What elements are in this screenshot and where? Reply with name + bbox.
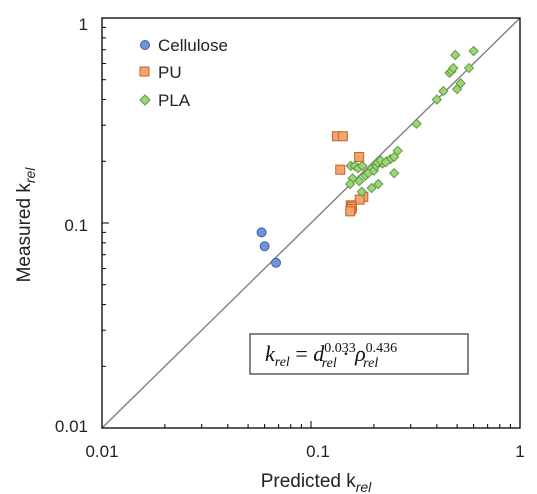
pla-point-24: [388, 167, 400, 179]
cellulose-point-0: [256, 227, 267, 238]
y-axis-title: Measured krel: [14, 167, 38, 283]
pla-point-20: [353, 175, 365, 187]
y-tick-label-0.1: 0.1: [64, 216, 88, 235]
legend: Cellulose PU PLA: [139, 36, 228, 110]
equation-frame: [249, 333, 469, 375]
legend-cellulose-label: Cellulose: [158, 36, 228, 55]
pu-point-2: [335, 164, 346, 175]
plot-area: [101, 17, 521, 429]
pla-point-25: [411, 118, 422, 129]
y-tick-label-0.01: 0.01: [55, 417, 88, 436]
legend-pla-label: PLA: [158, 91, 191, 110]
pu-point-9: [345, 206, 356, 217]
pla-point-34: [463, 62, 475, 74]
pla-point-31: [450, 49, 461, 61]
pla-point-23: [373, 178, 384, 190]
y-tick-labels: 1 0.1 0.01: [55, 15, 88, 436]
x-tick-label-1: 1: [515, 442, 524, 461]
legend-cellulose-marker: [140, 40, 150, 50]
pla-point-14: [392, 145, 403, 157]
pla-point-35: [468, 45, 479, 57]
equation-box: krel = d0.033 rel · ρ0.436 rel: [249, 333, 469, 375]
cellulose-point-1: [259, 241, 270, 252]
pla-point-30: [448, 62, 459, 74]
fit-equation: krel = d0.033 rel · ρ0.436 rel: [265, 341, 397, 371]
plot-frame: [101, 17, 521, 429]
x-axis-title: Predicted krel: [261, 471, 372, 494]
pla-point-26: [431, 94, 443, 105]
cellulose-point-2: [270, 257, 281, 268]
x-tick-label-0.01: 0.01: [85, 442, 118, 461]
x-tick-label-0.1: 0.1: [306, 442, 330, 461]
pla-point-3: [357, 160, 368, 172]
pla-point-19: [344, 178, 356, 190]
pu-point-1: [337, 131, 348, 142]
pla-point-17: [380, 156, 392, 168]
pla-point-33: [455, 78, 466, 89]
pu-point-5: [354, 194, 365, 205]
pu-point-3: [354, 151, 365, 162]
pla-point-22: [366, 182, 377, 194]
pla-point-21: [356, 186, 368, 197]
x-tick-labels: 0.01 0.1 1: [85, 442, 524, 461]
legend-pla-marker: [139, 94, 151, 106]
pla-point-27: [438, 85, 449, 97]
y-tick-label-1: 1: [79, 15, 88, 34]
reference-line-y-equals-x: [101, 17, 521, 429]
legend-pu-label: PU: [158, 63, 182, 82]
legend-pu-marker: [139, 66, 150, 77]
